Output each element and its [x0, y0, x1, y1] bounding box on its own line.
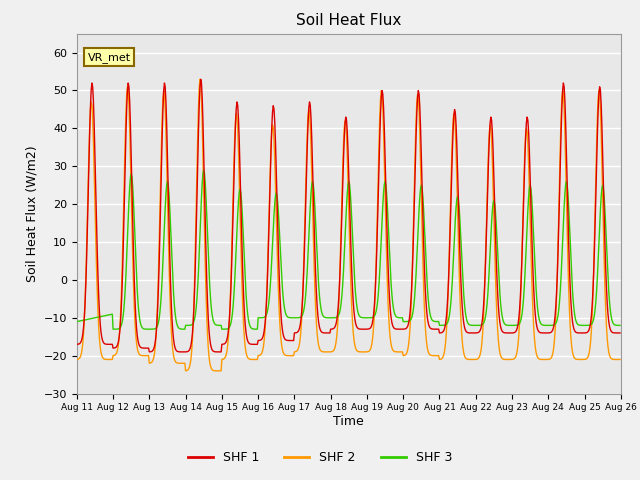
X-axis label: Time: Time [333, 415, 364, 428]
Y-axis label: Soil Heat Flux (W/m2): Soil Heat Flux (W/m2) [25, 145, 38, 282]
Legend: SHF 1, SHF 2, SHF 3: SHF 1, SHF 2, SHF 3 [183, 446, 457, 469]
Text: VR_met: VR_met [88, 51, 131, 62]
Title: Soil Heat Flux: Soil Heat Flux [296, 13, 401, 28]
